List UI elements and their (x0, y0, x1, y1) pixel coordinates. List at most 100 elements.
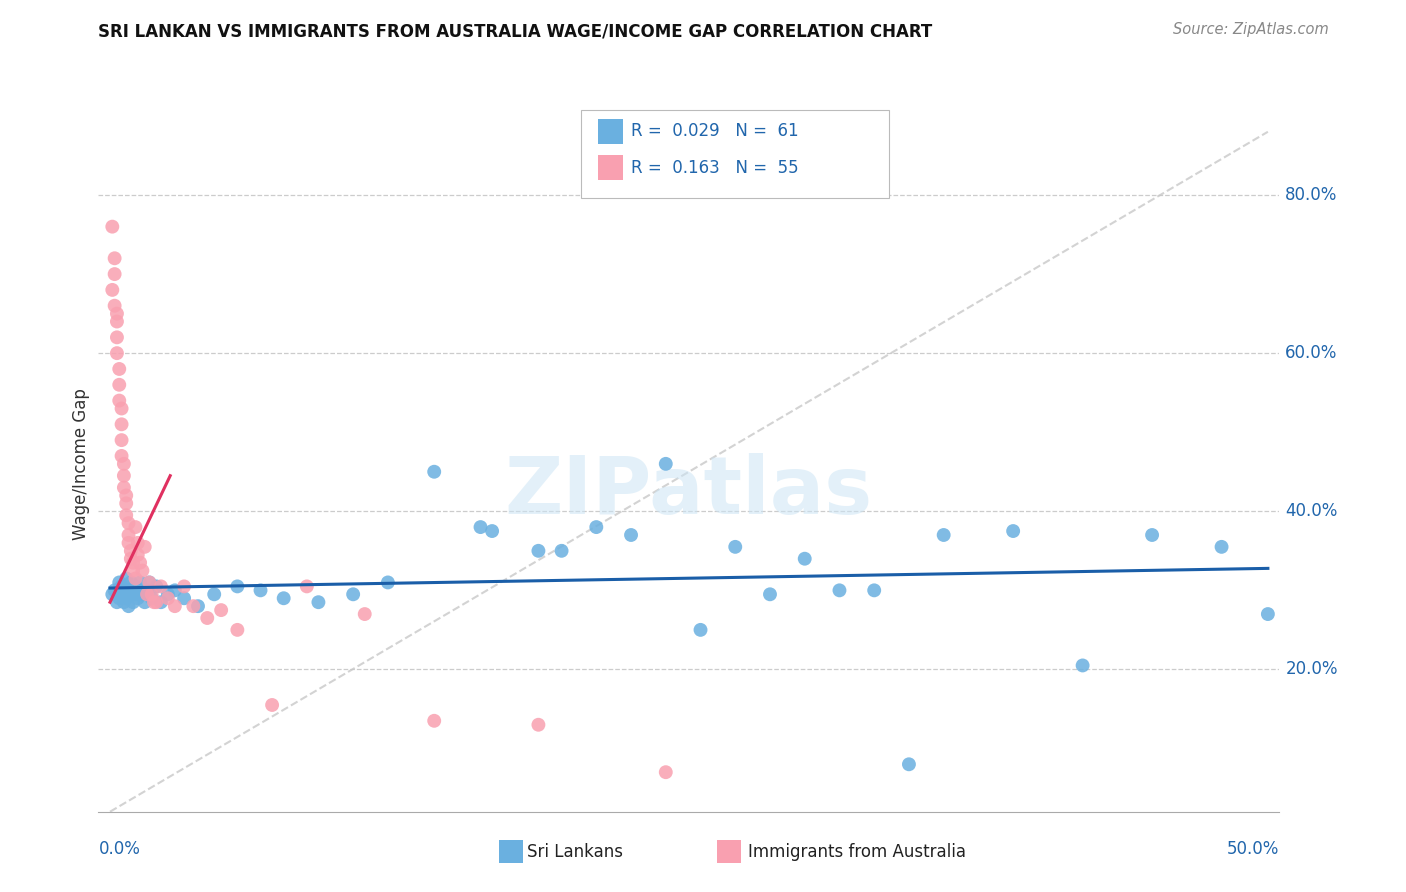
Point (129, 556, 152, 570)
Point (108, 591, 131, 606)
Point (112, 583, 135, 598)
Point (112, 457, 135, 471)
Point (108, 575, 131, 590)
Point (249, 583, 271, 598)
Point (127, 591, 149, 606)
Text: Source: ZipAtlas.com: Source: ZipAtlas.com (1173, 22, 1329, 37)
Point (828, 583, 851, 598)
Point (105, 595, 128, 609)
Point (138, 575, 160, 590)
Point (423, 714, 446, 728)
Text: 0.0%: 0.0% (98, 839, 141, 857)
Text: 60.0%: 60.0% (1285, 344, 1337, 362)
Point (187, 599, 209, 614)
Point (307, 595, 329, 609)
Point (149, 579, 172, 593)
Point (550, 543, 572, 558)
Point (1211, 540, 1233, 554)
Point (793, 551, 815, 566)
Point (117, 583, 139, 598)
Text: 50.0%: 50.0% (1227, 839, 1279, 857)
Point (127, 536, 149, 550)
Point (115, 496, 138, 510)
Point (104, 267, 127, 281)
Point (295, 579, 318, 593)
Point (173, 579, 195, 593)
Point (689, 623, 711, 637)
Point (115, 591, 138, 606)
Point (115, 488, 138, 502)
Point (110, 449, 132, 463)
Point (226, 579, 249, 593)
Point (131, 587, 153, 601)
Point (342, 587, 364, 601)
Point (134, 540, 156, 554)
Point (163, 583, 186, 598)
Point (124, 572, 146, 586)
Point (655, 765, 678, 780)
Point (141, 587, 163, 601)
Point (863, 583, 886, 598)
Point (131, 564, 153, 578)
Point (195, 611, 218, 625)
Point (173, 591, 195, 606)
Point (105, 330, 128, 344)
Point (149, 595, 172, 609)
Point (110, 401, 132, 416)
Point (117, 528, 139, 542)
Point (104, 252, 127, 266)
Point (377, 575, 399, 590)
Point (120, 575, 142, 590)
Point (273, 591, 295, 606)
Point (655, 457, 678, 471)
Text: 20.0%: 20.0% (1285, 660, 1339, 679)
Point (104, 583, 127, 598)
Point (183, 599, 205, 614)
Point (353, 607, 375, 621)
Point (620, 528, 643, 542)
Point (1071, 658, 1094, 673)
Text: R =  0.163   N =  55: R = 0.163 N = 55 (631, 159, 799, 177)
Point (202, 587, 225, 601)
Point (124, 579, 146, 593)
Point (115, 572, 138, 586)
Point (1002, 524, 1025, 538)
Text: SRI LANKAN VS IMMIGRANTS FROM AUSTRALIA WAGE/INCOME GAP CORRELATION CHART: SRI LANKAN VS IMMIGRANTS FROM AUSTRALIA … (98, 22, 932, 40)
Point (122, 556, 145, 570)
Point (117, 599, 139, 614)
Point (127, 548, 149, 562)
Point (141, 591, 163, 606)
Point (115, 508, 138, 523)
Point (120, 551, 142, 566)
Point (120, 587, 142, 601)
Point (1140, 528, 1163, 542)
Point (143, 595, 166, 609)
Point (117, 516, 139, 530)
Point (209, 603, 232, 617)
Point (110, 417, 132, 432)
Point (108, 393, 131, 408)
Point (136, 587, 159, 601)
Text: Sri Lankans: Sri Lankans (527, 843, 623, 861)
Point (122, 583, 145, 598)
Point (759, 587, 782, 601)
Text: 40.0%: 40.0% (1285, 502, 1337, 520)
Point (145, 579, 167, 593)
Point (897, 757, 920, 772)
Text: 80.0%: 80.0% (1285, 186, 1337, 204)
Point (156, 587, 179, 601)
Point (724, 540, 747, 554)
Point (112, 595, 135, 609)
Point (112, 481, 135, 495)
Point (145, 595, 167, 609)
Point (156, 591, 179, 606)
Point (122, 595, 145, 609)
Point (105, 314, 128, 328)
Point (932, 528, 955, 542)
Point (585, 520, 607, 534)
Point (120, 543, 142, 558)
Point (101, 283, 124, 297)
Point (527, 717, 550, 731)
Point (134, 595, 156, 609)
Text: Immigrants from Australia: Immigrants from Australia (748, 843, 966, 861)
